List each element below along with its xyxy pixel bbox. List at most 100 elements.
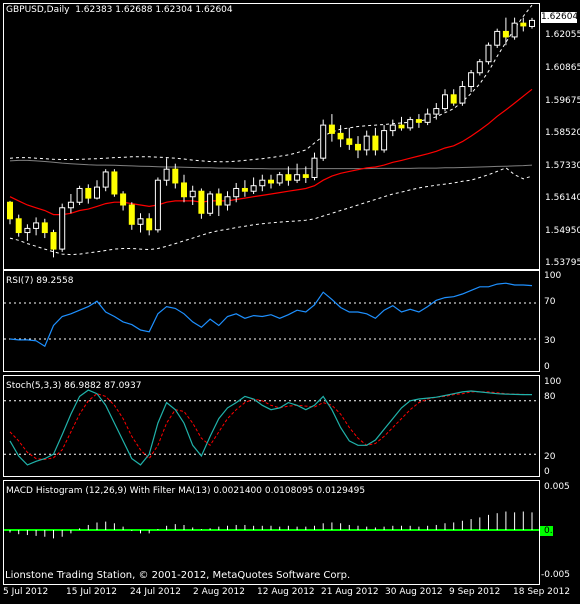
bear-candle (15, 218, 22, 234)
bull-candle (137, 218, 144, 225)
bull-candle (224, 196, 231, 206)
bull-candle (485, 44, 492, 63)
bear-candle (520, 22, 527, 27)
bear-candle (111, 171, 118, 195)
bull-candle (250, 185, 257, 192)
stoch-pane[interactable] (4, 389, 539, 466)
rsi-title: RSI(7) 89.2558 (6, 276, 74, 286)
macd-pane[interactable] (4, 511, 539, 539)
pane-frame-2 (3, 375, 540, 477)
bull-candle (311, 157, 318, 178)
stoch-title: Stoch(5,3,3) 86.9882 87.0937 (6, 381, 142, 391)
rsi-line (9, 282, 533, 348)
bull-candle (33, 222, 40, 229)
pane-frames (3, 3, 540, 585)
rsi-level-30: 30 (544, 336, 556, 346)
bear-candle (328, 124, 335, 134)
bull-candle (389, 124, 396, 132)
symbol-timeframe-label: GBPUSD,Daily 1.62383 1.62688 1.62304 1.6… (6, 5, 233, 15)
rsi-pane[interactable] (4, 282, 539, 348)
bull-candle (163, 168, 170, 181)
bear-candle (215, 193, 222, 206)
price-tick-label: 1.58520 (545, 128, 580, 138)
pane-frame-0 (3, 3, 540, 270)
bull-candle (259, 179, 266, 187)
macd-level-zero: 0.00 (544, 526, 565, 536)
bull-candle (233, 187, 240, 198)
bull-candle (529, 19, 535, 27)
stoch-level-20: 20 (544, 452, 556, 462)
macd-level-plus: 0.005 (544, 482, 570, 492)
macd-zero-badge (540, 526, 553, 536)
bear-candle (241, 187, 248, 192)
bear-candle (85, 187, 92, 199)
bull-candle (363, 135, 370, 151)
pane-frame-3 (3, 480, 540, 585)
price-tick-label: 1.53795 (545, 258, 580, 268)
bear-candle (415, 119, 422, 123)
bear-candle (172, 168, 179, 184)
bull-candle (67, 201, 74, 209)
bear-candle (450, 94, 457, 104)
bear-candle (355, 143, 361, 151)
bull-candle (442, 94, 448, 110)
stoch-level-80: 80 (544, 392, 556, 402)
bull-candle (189, 190, 196, 198)
ohlc-values: 1.62383 1.62688 1.62304 1.62604 (75, 5, 233, 15)
bull-candle (94, 186, 100, 199)
rsi-level-0: 0 (544, 362, 550, 372)
bull-candle (59, 207, 66, 250)
stoch-main-line (9, 389, 532, 466)
bear-candle (302, 174, 309, 178)
time-tick-label: 15 Jul 2012 (66, 587, 117, 597)
price-tick-label: 1.57330 (545, 161, 580, 171)
copyright-text: Lionstone Trading Station, © 2001-2012, … (5, 570, 351, 581)
bull-candle (294, 174, 301, 181)
price-tick-label: 1.59675 (545, 96, 580, 106)
bull-candle (433, 108, 440, 115)
bull-candle (468, 72, 475, 88)
bear-candle (128, 204, 135, 225)
price-tick-label: 1.60865 (545, 63, 580, 73)
time-tick-label: 12 Aug 2012 (257, 587, 315, 597)
bear-candle (120, 193, 127, 206)
bear-candle (268, 179, 274, 184)
bull-candle (511, 22, 518, 38)
macd-title: MACD Histogram (12,26,9) With Filter MA(… (6, 486, 366, 496)
bull-candle (424, 113, 431, 123)
price-pane[interactable] (7, 4, 535, 258)
stoch-signal-line (9, 391, 533, 461)
bull-candle (207, 193, 214, 214)
bear-candle (398, 124, 405, 129)
bull-candle (276, 174, 283, 184)
envelope-middle-line (9, 159, 533, 170)
bear-candle (198, 190, 205, 214)
bull-candle (24, 227, 31, 234)
bear-candle (7, 201, 13, 220)
bear-candle (346, 138, 353, 145)
bull-candle (381, 130, 388, 151)
bull-candle (476, 61, 483, 74)
rsi-level-100: 100 (544, 271, 562, 281)
envelope-upper-line (9, 4, 533, 163)
stoch-level-100: 100 (544, 377, 562, 387)
price-tick-label: 1.54950 (545, 226, 580, 236)
rsi-level-70: 70 (544, 297, 556, 307)
bull-candle (407, 119, 414, 129)
bear-candle (50, 232, 57, 250)
bear-candle (41, 222, 48, 234)
time-tick-label: 24 Jul 2012 (130, 587, 181, 597)
moving-average-line (9, 88, 533, 216)
time-tick-label: 2 Aug 2012 (193, 587, 245, 597)
bear-candle (337, 132, 344, 140)
bear-candle (285, 174, 292, 181)
macd-level-minus: -0.005 (541, 570, 571, 580)
pane-frame-1 (3, 270, 540, 372)
bull-candle (320, 124, 327, 159)
price-tick-label: 1.56140 (545, 193, 580, 203)
stoch-level-0: 0 (544, 467, 550, 477)
time-tick-label: 9 Sep 2012 (449, 587, 501, 597)
bull-candle (494, 30, 501, 46)
